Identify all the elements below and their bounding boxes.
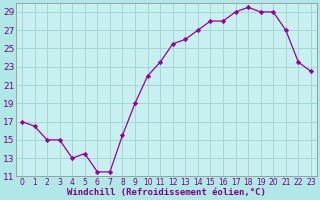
- X-axis label: Windchill (Refroidissement éolien,°C): Windchill (Refroidissement éolien,°C): [67, 188, 266, 197]
